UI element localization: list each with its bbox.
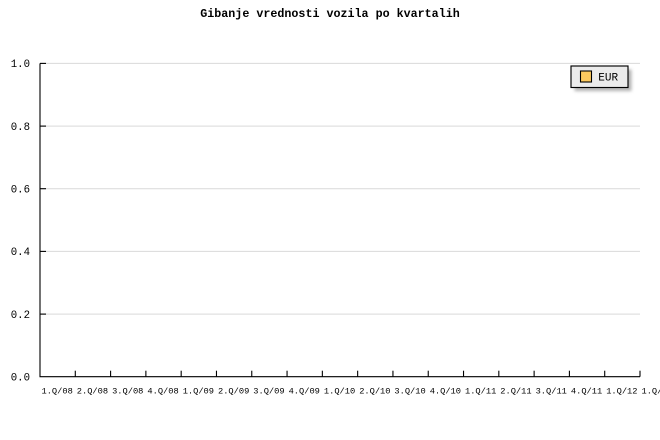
svg-text:0.4: 0.4 <box>11 247 30 259</box>
svg-text:1.Q/12: 1.Q/12 <box>642 387 660 397</box>
svg-text:1.Q/11: 1.Q/11 <box>465 387 496 397</box>
svg-text:Gibanje vrednosti vozila po kv: Gibanje vrednosti vozila po kvartalih <box>200 7 460 21</box>
svg-text:2.Q/10: 2.Q/10 <box>359 387 390 397</box>
svg-text:3.Q/11: 3.Q/11 <box>536 387 567 397</box>
svg-text:1.Q/08: 1.Q/08 <box>42 387 73 397</box>
svg-text:4.Q/08: 4.Q/08 <box>147 387 178 397</box>
svg-text:0.6: 0.6 <box>11 184 30 196</box>
svg-text:4.Q/11: 4.Q/11 <box>571 387 602 397</box>
svg-text:0.0: 0.0 <box>11 372 30 384</box>
svg-text:2.Q/09: 2.Q/09 <box>218 387 249 397</box>
svg-text:3.Q/09: 3.Q/09 <box>253 387 284 397</box>
svg-text:1.Q/12: 1.Q/12 <box>606 387 637 397</box>
svg-text:4.Q/10: 4.Q/10 <box>430 387 461 397</box>
svg-text:2.Q/08: 2.Q/08 <box>77 387 108 397</box>
svg-text:2.Q/11: 2.Q/11 <box>500 387 531 397</box>
svg-text:0.2: 0.2 <box>11 310 30 322</box>
svg-text:1.0: 1.0 <box>11 59 30 71</box>
svg-text:1.Q/09: 1.Q/09 <box>183 387 214 397</box>
svg-text:0.8: 0.8 <box>11 122 30 134</box>
svg-text:3.Q/10: 3.Q/10 <box>394 387 425 397</box>
svg-text:3.Q/08: 3.Q/08 <box>112 387 143 397</box>
svg-text:1.Q/10: 1.Q/10 <box>324 387 355 397</box>
svg-text:EUR: EUR <box>598 73 618 85</box>
svg-text:4.Q/09: 4.Q/09 <box>289 387 320 397</box>
